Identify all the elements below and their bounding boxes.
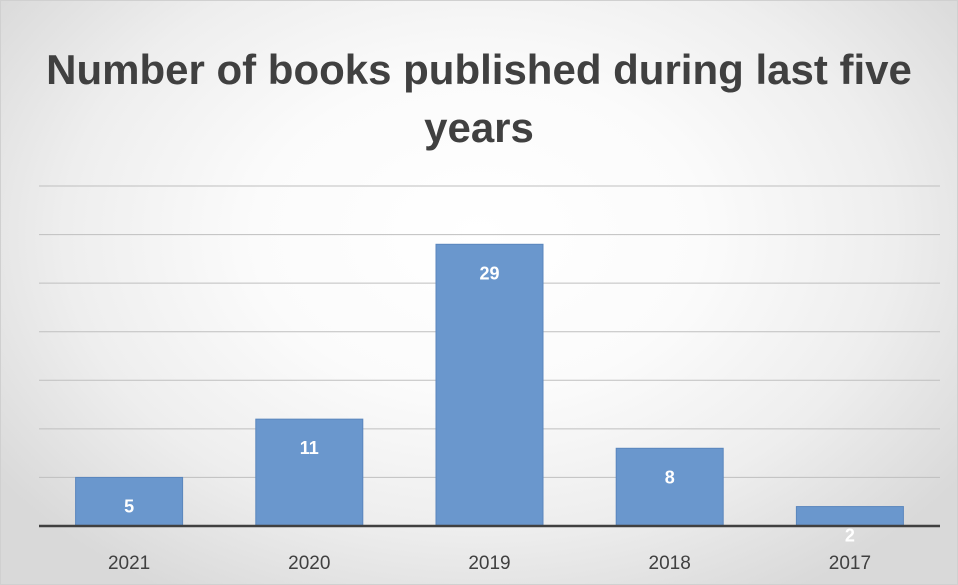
x-tick-label-2020: 2020: [288, 553, 330, 574]
data-label-2020: 11: [300, 438, 319, 458]
bar-2018: [615, 447, 724, 527]
bar-2020: [255, 418, 364, 527]
bar-2019: [435, 243, 544, 527]
x-tick-label-2021: 2021: [108, 553, 150, 574]
data-label-2019: 29: [479, 263, 499, 283]
data-label-2018: 8: [665, 467, 675, 487]
bar-2021: [75, 476, 184, 527]
chart-title: Number of books published during last fi…: [46, 46, 912, 151]
data-label-2021: 5: [124, 496, 134, 516]
x-tick-label-2018: 2018: [649, 553, 691, 574]
x-tick-label-2017: 2017: [829, 553, 871, 574]
data-label-2017: 2: [845, 526, 855, 546]
bar-2017: [795, 506, 904, 527]
x-tick-label-2019: 2019: [468, 553, 510, 574]
